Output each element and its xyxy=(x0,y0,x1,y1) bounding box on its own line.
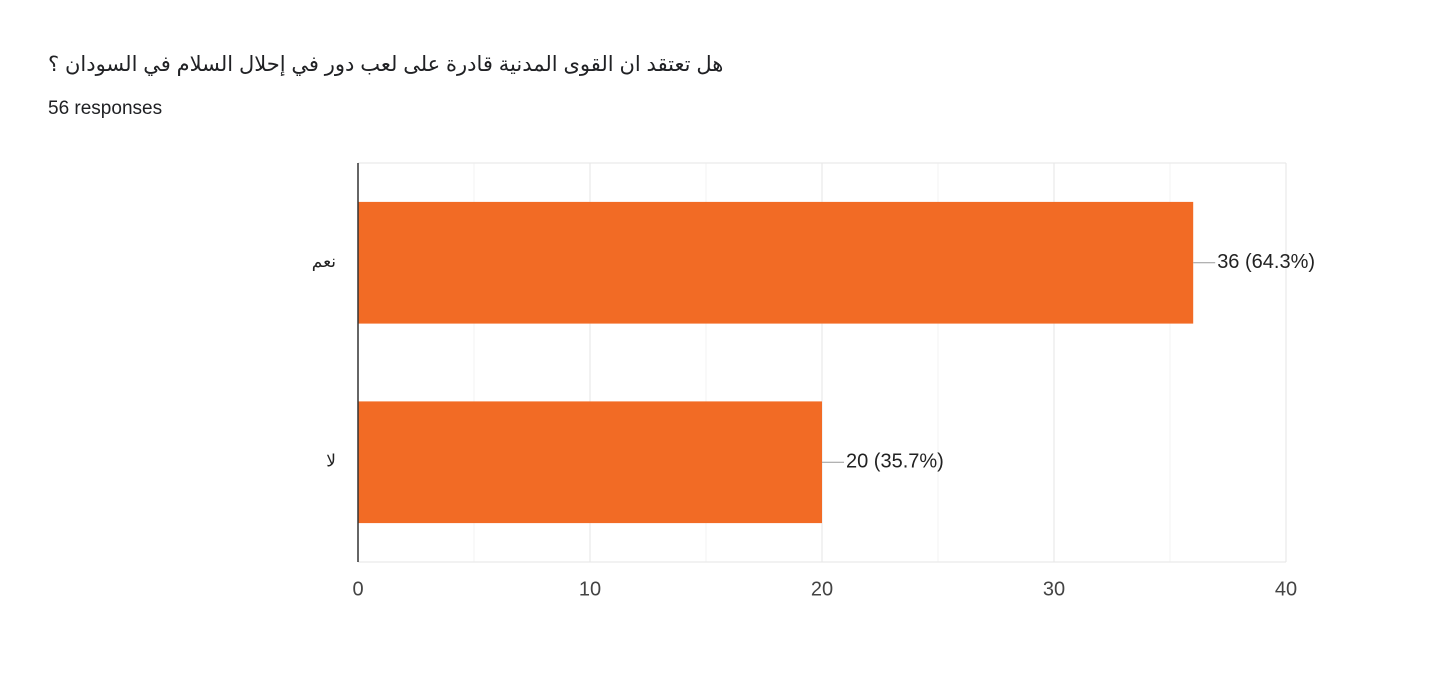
x-tick-label: 0 xyxy=(352,578,363,600)
chart-title: هل تعتقد ان القوى المدنية قادرة على لعب … xyxy=(48,53,724,76)
x-tick-label: 40 xyxy=(1275,578,1297,600)
y-tick-label: لا xyxy=(326,452,336,471)
x-tick-label: 20 xyxy=(811,578,833,600)
bar xyxy=(358,201,1194,324)
value-label: 36 (64.3%) xyxy=(1217,251,1315,273)
x-tick-label: 30 xyxy=(1043,578,1065,600)
bar xyxy=(358,401,822,524)
value-label: 20 (35.7%) xyxy=(846,451,944,473)
y-tick-label: نعم xyxy=(312,252,336,272)
x-tick-label: 10 xyxy=(579,578,601,600)
chart-subtitle: 56 responses xyxy=(48,98,163,119)
